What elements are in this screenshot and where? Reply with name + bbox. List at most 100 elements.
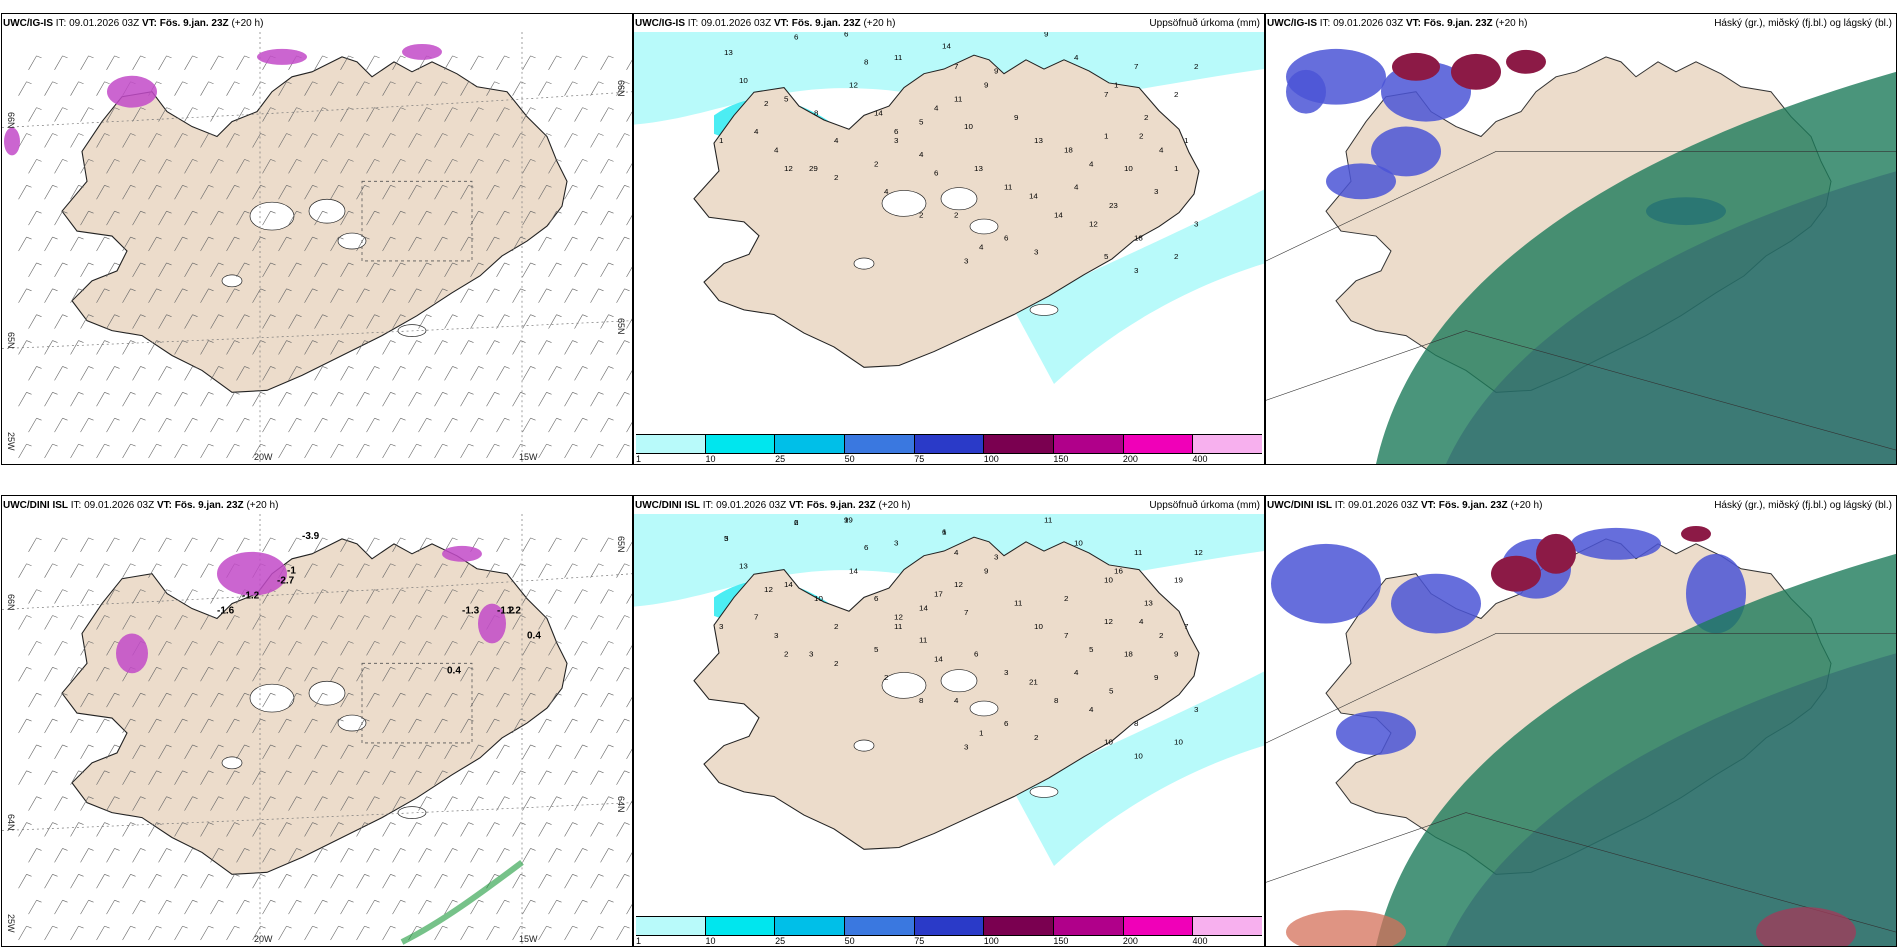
wind-barb [330, 925, 339, 941]
wind-barb [184, 418, 193, 433]
wind-barb [330, 185, 339, 200]
colorbar-tick-label: 25 [775, 454, 786, 464]
wind-barb [278, 718, 287, 734]
wind-barb [28, 262, 37, 278]
colorbar-segment [774, 435, 845, 453]
low-cloud-area [1271, 543, 1381, 624]
wind-barb-map [2, 32, 632, 464]
precip-value-label: 1 [979, 729, 983, 738]
wind-barb [356, 925, 365, 941]
glacier [969, 218, 999, 235]
wind-barb [616, 185, 625, 200]
wind-barb [210, 314, 219, 329]
wind-barb [330, 667, 339, 682]
temperature-label: -1.6 [217, 606, 235, 617]
wind-barb [210, 537, 219, 552]
wind-barb [314, 262, 323, 278]
temperature-label: -1.2 [242, 591, 260, 602]
wind-barb [314, 693, 323, 708]
colorbar-tick-label: 1 [636, 454, 642, 464]
wind-barb [600, 366, 609, 381]
wind-barb [236, 107, 245, 122]
latitude-line [2, 802, 632, 831]
wind-barb [262, 262, 271, 278]
wind-barb [314, 418, 323, 433]
wind-barb [122, 718, 131, 734]
wind-barb [200, 133, 209, 148]
wind-barb [418, 262, 427, 278]
wind-barb [444, 744, 453, 760]
wind-barb [184, 55, 193, 70]
precip-value-label: 12 [954, 580, 963, 589]
wind-barb [174, 925, 183, 941]
wind-barb [132, 211, 141, 226]
wind-barb [626, 852, 632, 863]
precip-value-label: 2 [834, 173, 838, 182]
precip-value-label: 3 [719, 622, 723, 631]
low-cloud-area [1286, 910, 1406, 946]
wind-barb [122, 340, 131, 355]
wind-barb [522, 537, 531, 552]
wind-barb [590, 770, 599, 785]
wind-barb [200, 340, 209, 355]
wind-barb [392, 159, 401, 174]
wind-barb [304, 185, 313, 200]
wind-barb [28, 537, 37, 552]
wind-barb [132, 848, 141, 863]
wind-barb [600, 848, 609, 863]
wind-barb [444, 314, 453, 329]
wind-barb [444, 159, 453, 174]
precip-value-label: 10 [964, 123, 973, 132]
wind-barb [600, 159, 609, 174]
wind-barb [574, 796, 583, 811]
wind-barb [382, 718, 391, 734]
wind-barb [418, 589, 427, 604]
wind-barb [70, 185, 79, 200]
precip-patch [4, 127, 20, 156]
wind-barb [486, 288, 495, 303]
wind-barb [70, 340, 79, 355]
wind-barb [262, 900, 271, 915]
wind-barb [70, 288, 79, 303]
precip-value-label: 1 [1174, 164, 1178, 173]
wind-barb [434, 615, 443, 630]
precip-value-label: 10 [1104, 738, 1113, 747]
glacier [221, 756, 243, 770]
wind-barb [96, 443, 105, 459]
precip-value-label: 5 [1089, 645, 1093, 654]
wind-barb [174, 81, 183, 96]
wind-barb [18, 185, 27, 200]
wind-barb [486, 925, 495, 941]
wind-barb [236, 262, 245, 278]
wind-barb [122, 770, 131, 785]
wind-barb [314, 366, 323, 381]
wind-barb [470, 418, 479, 433]
wind-barb [330, 133, 339, 148]
wind-barb [626, 214, 632, 226]
wind-barb [278, 770, 287, 785]
wind-barb [200, 667, 209, 682]
wind-barb [252, 925, 261, 941]
temperature-label: -1.3 [462, 606, 480, 617]
wind-barb [210, 589, 219, 604]
wind-barb [616, 443, 625, 459]
wind-barb [590, 185, 599, 200]
wind-barb [590, 288, 599, 303]
wind-barb [70, 133, 79, 148]
wind-barb [132, 55, 141, 70]
precip-value-label: 7 [1184, 622, 1188, 631]
precip-value-label: 11 [1014, 599, 1022, 608]
wind-barb [460, 81, 469, 96]
wind-barb [340, 55, 349, 70]
precip-value-label: 4 [884, 187, 889, 196]
precip-value-label: 4 [774, 146, 779, 155]
precip-value-label: 6 [874, 594, 878, 603]
wind-barb [616, 340, 625, 355]
precip-value-label: 2 [784, 650, 788, 659]
wind-barb [548, 693, 557, 708]
precip-value-label: 8 [864, 58, 868, 67]
wind-barb [200, 236, 209, 252]
wind-barb [132, 262, 141, 278]
wind-barb [538, 133, 547, 148]
wind-barb [304, 340, 313, 355]
